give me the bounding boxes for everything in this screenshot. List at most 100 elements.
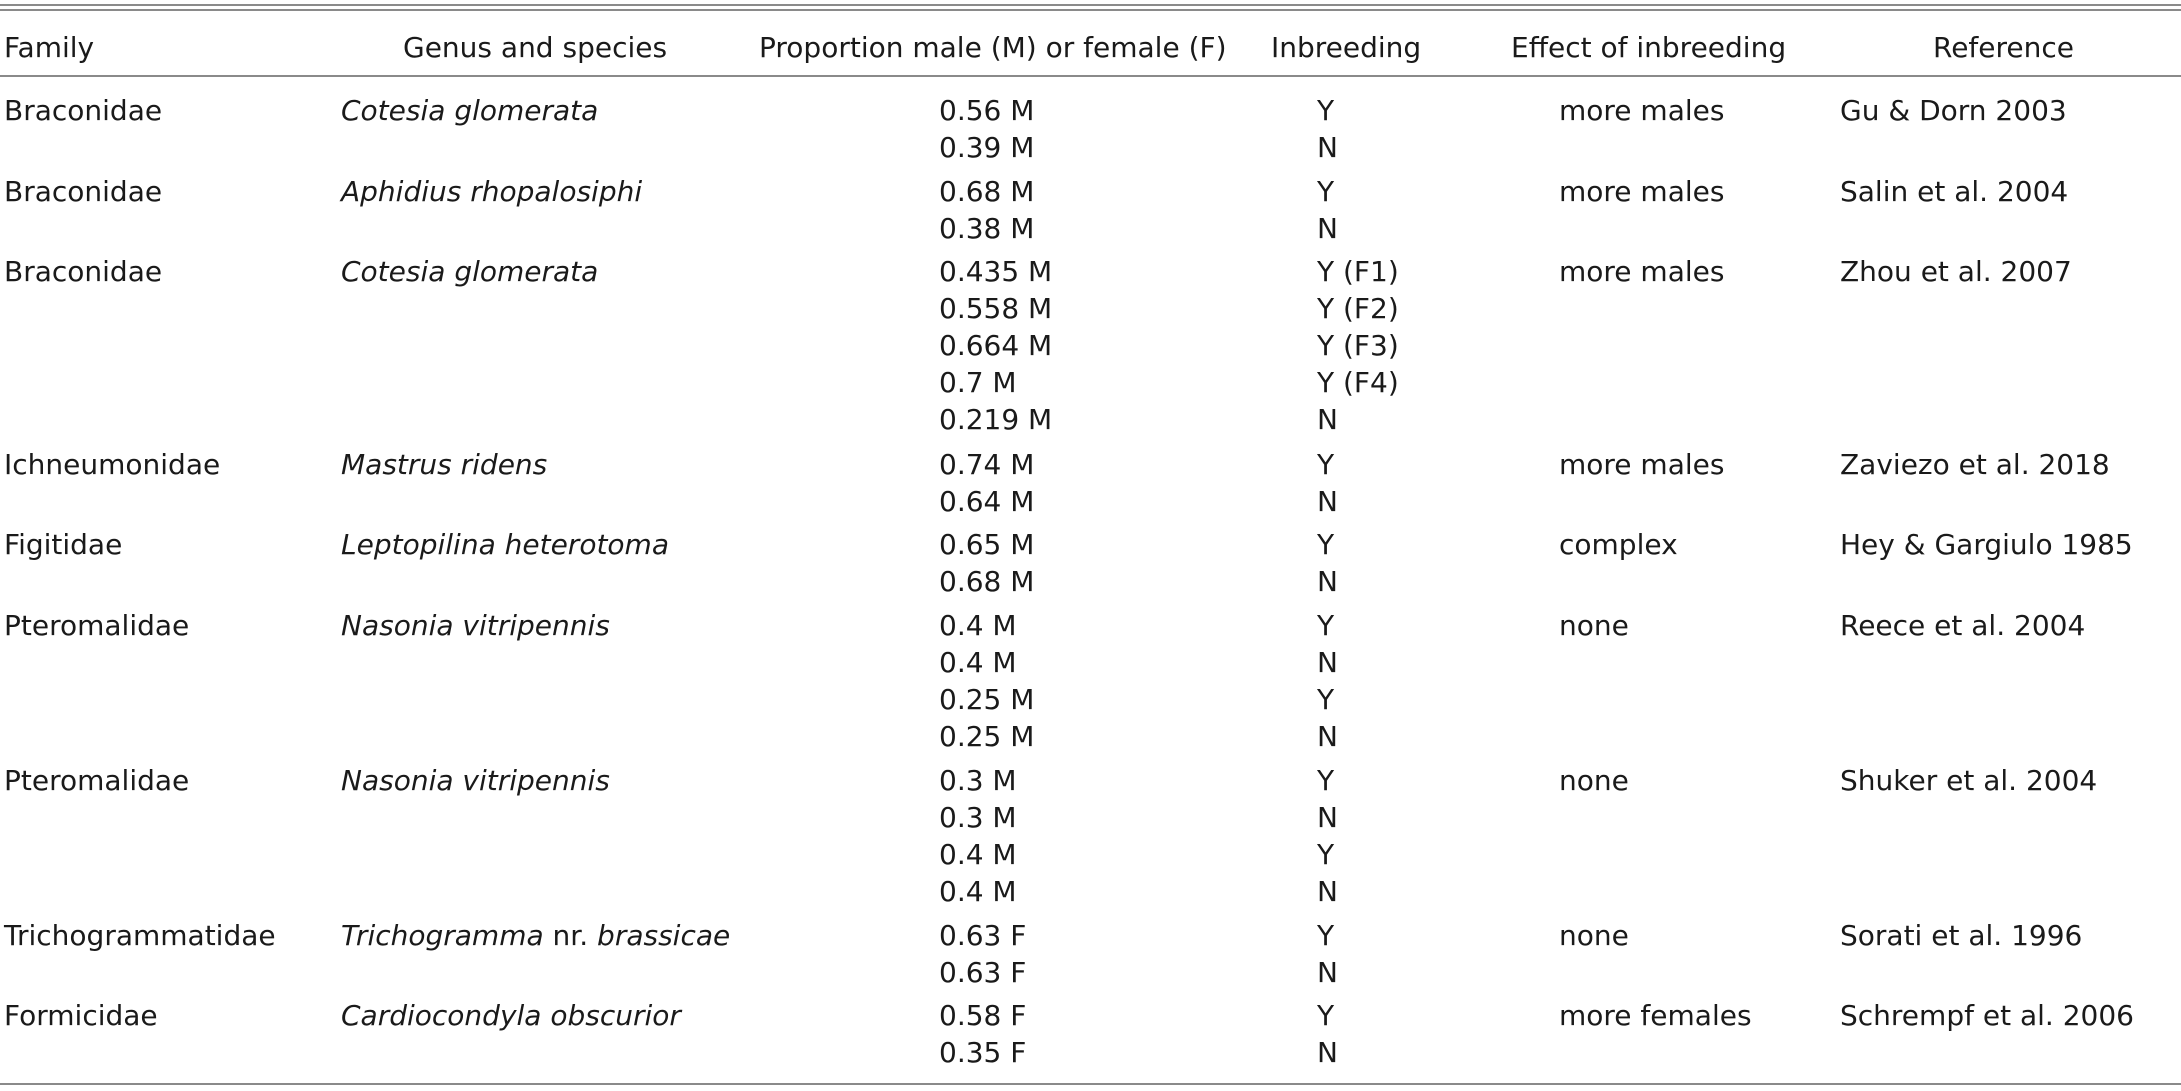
reference-cell: Salin et al. 2004 — [1840, 175, 2069, 208]
inbreeding-value: Y — [1317, 764, 1335, 797]
inbreeding-value: Y — [1317, 919, 1335, 952]
inbreeding-value: N — [1317, 720, 1338, 753]
genus-cell: Nasonia vitripennis — [341, 764, 610, 797]
effect-cell: none — [1559, 919, 1629, 952]
proportion-value: 0.68 M — [939, 175, 1035, 208]
family-cell: Braconidae — [4, 94, 163, 127]
proportion-value: 0.4 M — [939, 609, 1017, 642]
proportion-value: 0.664 M — [939, 329, 1053, 362]
inbreeding-cell: Y N — [1317, 446, 1338, 520]
proportion-value: 0.65 M — [939, 528, 1035, 561]
genus-cell: Nasonia vitripennis — [341, 609, 610, 642]
inbreeding-cell: Y N Y N — [1317, 762, 1338, 910]
inbreeding-value: Y (F4) — [1317, 366, 1399, 399]
proportion-value: 0.7 M — [939, 366, 1017, 399]
genus-cell: Aphidius rhopalosiphi — [341, 175, 643, 208]
proportion-value: 0.63 F — [939, 919, 1027, 952]
genus-cell: Cotesia glomerata — [341, 94, 599, 127]
reference-cell: Shuker et al. 2004 — [1840, 764, 2098, 797]
inbreeding-value: N — [1317, 212, 1338, 245]
inbreeding-value: N — [1317, 565, 1338, 598]
family-cell: Formicidae — [4, 999, 158, 1032]
proportion-cell: 0.58 F 0.35 F — [939, 997, 1026, 1071]
inbreeding-cell: Y (F1) Y (F2) Y (F3) Y (F4) N — [1317, 253, 1399, 438]
header-row: Family Genus and species Proportion male… — [0, 28, 2181, 68]
genus-cell: Cotesia glomerata — [341, 255, 599, 288]
inbreeding-cell: Y N — [1317, 92, 1338, 166]
header-family: Family — [4, 31, 95, 64]
effect-cell: more males — [1559, 94, 1725, 127]
inbreeding-value: Y — [1317, 175, 1335, 208]
proportion-value: 0.38 M — [939, 212, 1035, 245]
effect-cell: more females — [1559, 999, 1752, 1032]
proportion-cell: 0.74 M 0.64 M — [939, 446, 1034, 520]
genus-cell: Trichogramma nr. brassicae — [341, 917, 730, 954]
effect-cell: complex — [1559, 528, 1678, 561]
proportion-cell: 0.4 M 0.4 M 0.25 M 0.25 M — [939, 607, 1034, 755]
genus-cell: Cardiocondyla obscurior — [341, 999, 681, 1032]
inbreeding-cell: Y N — [1317, 917, 1338, 991]
inbreeding-cell: Y N — [1317, 997, 1338, 1071]
family-cell: Trichogrammatidae — [4, 919, 276, 952]
reference-cell: Sorati et al. 1996 — [1840, 919, 2083, 952]
proportion-value: 0.558 M — [939, 292, 1053, 325]
inbreeding-cell: Y N Y N — [1317, 607, 1338, 755]
proportion-cell: 0.65 M 0.68 M — [939, 526, 1034, 600]
proportion-cell: 0.56 M 0.39 M — [939, 92, 1034, 166]
inbreeding-value: N — [1317, 801, 1338, 834]
proportion-value: 0.435 M — [939, 255, 1053, 288]
effect-cell: more males — [1559, 255, 1725, 288]
effect-cell: more males — [1559, 448, 1725, 481]
header-effect: Effect of inbreeding — [1511, 31, 1787, 64]
inbreeding-value: Y — [1317, 838, 1335, 871]
inbreeding-value: Y (F2) — [1317, 292, 1399, 325]
genus-qualifier: nr. — [543, 919, 598, 952]
proportion-value: 0.74 M — [939, 448, 1035, 481]
inbreeding-value: N — [1317, 485, 1338, 518]
proportion-value: 0.35 F — [939, 1036, 1027, 1069]
inbreeding-value: N — [1317, 403, 1338, 436]
inbreeding-value: N — [1317, 1036, 1338, 1069]
proportion-value: 0.3 M — [939, 764, 1017, 797]
reference-cell: Gu & Dorn 2003 — [1840, 94, 2067, 127]
inbreeding-value: N — [1317, 956, 1338, 989]
header-genus-species: Genus and species — [403, 31, 668, 64]
proportion-cell: 0.3 M 0.3 M 0.4 M 0.4 M — [939, 762, 1017, 910]
header-rule — [0, 75, 2181, 77]
proportion-value: 0.25 M — [939, 720, 1035, 753]
proportion-value: 0.56 M — [939, 94, 1035, 127]
proportion-cell: 0.68 M 0.38 M — [939, 173, 1034, 247]
proportion-value: 0.63 F — [939, 956, 1027, 989]
inbreeding-value: Y — [1317, 528, 1335, 561]
proportion-value: 0.68 M — [939, 565, 1035, 598]
header-reference: Reference — [1933, 31, 2074, 64]
inbreeding-value: N — [1317, 875, 1338, 908]
proportion-value: 0.25 M — [939, 683, 1035, 716]
proportion-cell: 0.63 F 0.63 F — [939, 917, 1026, 991]
proportion-value: 0.3 M — [939, 801, 1017, 834]
genus-name: Trichogramma — [341, 919, 544, 952]
family-cell: Braconidae — [4, 175, 163, 208]
inbreeding-value: Y (F1) — [1317, 255, 1399, 288]
proportion-value: 0.4 M — [939, 875, 1017, 908]
family-cell: Ichneumonidae — [4, 448, 221, 481]
inbreeding-value: Y (F3) — [1317, 329, 1399, 362]
proportion-value: 0.4 M — [939, 646, 1017, 679]
inbreeding-value: Y — [1317, 999, 1335, 1032]
family-cell: Figitidae — [4, 528, 123, 561]
effect-cell: more males — [1559, 175, 1725, 208]
proportion-value: 0.39 M — [939, 131, 1035, 164]
top-rule-inner — [0, 9, 2181, 11]
header-proportion: Proportion male (M) or female (F) — [759, 31, 1227, 64]
family-cell: Pteromalidae — [4, 764, 190, 797]
reference-cell: Schrempf et al. 2006 — [1840, 999, 2134, 1032]
inbreeding-value: N — [1317, 646, 1338, 679]
genus-cell: Mastrus ridens — [341, 448, 548, 481]
inbreeding-value: Y — [1317, 448, 1335, 481]
genus-cell: Leptopilina heterotoma — [341, 528, 669, 561]
proportion-value: 0.219 M — [939, 403, 1053, 436]
header-inbreeding: Inbreeding — [1271, 31, 1422, 64]
inbreeding-cell: Y N — [1317, 173, 1338, 247]
proportion-value: 0.64 M — [939, 485, 1035, 518]
effect-cell: none — [1559, 609, 1629, 642]
